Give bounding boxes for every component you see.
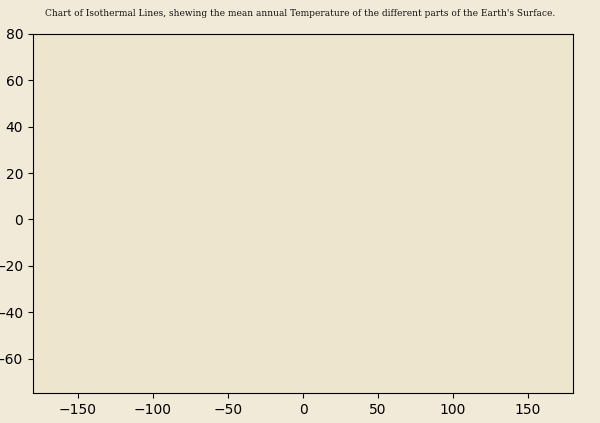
Text: Chart of Isothermal Lines, shewing the mean annual Temperature of the different : Chart of Isothermal Lines, shewing the m… bbox=[45, 9, 555, 18]
